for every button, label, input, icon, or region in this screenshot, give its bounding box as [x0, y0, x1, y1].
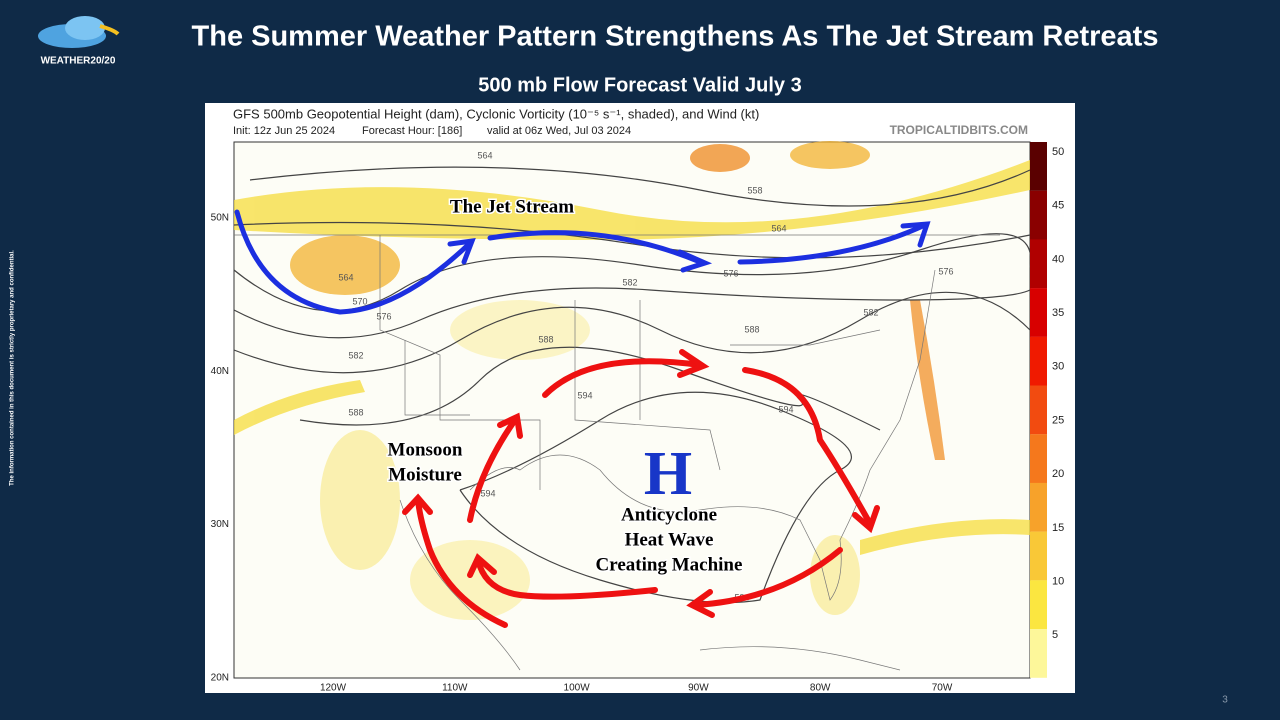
contour-label: 588: [538, 334, 553, 344]
lon-labels: 120W 110W 100W 90W 80W 70W: [320, 683, 953, 694]
colorbar-swatch: [1030, 190, 1047, 240]
map-init: Init: 12z Jun 25 2024: [233, 125, 335, 137]
monsoon-label: Monsoon: [388, 439, 463, 460]
plot-area: [233, 141, 1032, 679]
colorbar-label: 40: [1052, 253, 1064, 265]
contour-label: 582: [622, 277, 637, 287]
anticyclone-label: Anticyclone: [621, 504, 717, 525]
colorbar-label: 25: [1052, 414, 1064, 426]
side-note: The information contained in this docume…: [10, 250, 16, 486]
colorbar: 50 45 40 35 30 25 20 15 10 5: [1030, 142, 1064, 678]
colorbar-swatch: [1030, 142, 1047, 191]
contour-label: 576: [376, 311, 391, 321]
logo-text: WEATHER20/20: [41, 56, 116, 67]
jet-label: The Jet Stream: [450, 196, 574, 217]
lon-label: 90W: [688, 683, 709, 694]
colorbar-label: 30: [1052, 361, 1064, 373]
contour-label: 558: [747, 185, 762, 195]
lon-label: 120W: [320, 683, 347, 694]
contour-label: 582: [348, 350, 363, 360]
colorbar-swatch: [1030, 580, 1047, 630]
lat-label: 40N: [211, 366, 229, 377]
colorbar-swatch: [1030, 336, 1047, 386]
lat-label: 50N: [211, 213, 229, 224]
slide-subtitle: 500 mb Flow Forecast Valid July 3: [478, 74, 801, 96]
contour-label: 594: [778, 404, 793, 414]
lon-label: 80W: [810, 683, 831, 694]
map-title: GFS 500mb Geopotential Height (dam), Cyc…: [233, 106, 759, 121]
contour-label: 564: [771, 223, 786, 233]
colorbar-swatch: [1030, 239, 1047, 289]
map-forecast-hour: Forecast Hour: [186]: [362, 125, 462, 137]
lat-labels: 50N 40N 30N 20N: [211, 213, 229, 684]
contour-labels: 564 558 564 564 570 576 576 576 582 582 582 588 588 5…: [338, 150, 953, 602]
colorbar-label: 20: [1052, 468, 1064, 480]
colorbar-label: 15: [1052, 522, 1064, 534]
map-source: TROPICALTIDBITS.COM: [890, 123, 1028, 137]
colorbar-label: 35: [1052, 307, 1064, 319]
lat-label: 20N: [211, 673, 229, 684]
lat-label: 30N: [211, 519, 229, 530]
logo: WEATHER20/20: [38, 16, 120, 67]
contour-label: 588: [348, 407, 363, 417]
lon-label: 100W: [564, 683, 591, 694]
colorbar-label: 50: [1052, 146, 1064, 158]
colorbar-label: 10: [1052, 576, 1064, 588]
contour-label: 576: [938, 266, 953, 276]
high-label: H: [644, 440, 692, 508]
contour-label: 564: [477, 150, 492, 160]
jet-arrow: [234, 209, 931, 315]
page-number: 3: [1222, 695, 1228, 706]
contour-label: 594: [480, 488, 495, 498]
flow-arrows: [402, 349, 880, 628]
anticyclone-label: Heat Wave: [625, 529, 714, 550]
colorbar-label: 5: [1052, 629, 1058, 641]
colorbar-swatch: [1030, 288, 1047, 337]
contour-label: 594: [577, 390, 592, 400]
anticyclone-label: Creating Machine: [596, 554, 743, 575]
colorbar-swatch: [1030, 531, 1047, 581]
contour-label: 570: [352, 296, 367, 306]
colorbar-swatch: [1030, 629, 1047, 678]
lon-label: 70W: [932, 683, 953, 694]
colorbar-label: 45: [1052, 200, 1064, 212]
colorbar-swatch: [1030, 482, 1047, 532]
contour-label: 564: [338, 272, 353, 282]
contour-label: 576: [723, 268, 738, 278]
contour-label: 582: [863, 307, 878, 317]
slide-title: The Summer Weather Pattern Strengthens A…: [192, 21, 1159, 53]
map-valid: valid at 06z Wed, Jul 03 2024: [487, 125, 631, 137]
lon-label: 110W: [442, 683, 468, 694]
monsoon-label: Moisture: [388, 464, 462, 485]
colorbar-swatch: [1030, 385, 1047, 435]
contour-label: 588: [744, 324, 759, 334]
colorbar-swatch: [1030, 434, 1047, 483]
